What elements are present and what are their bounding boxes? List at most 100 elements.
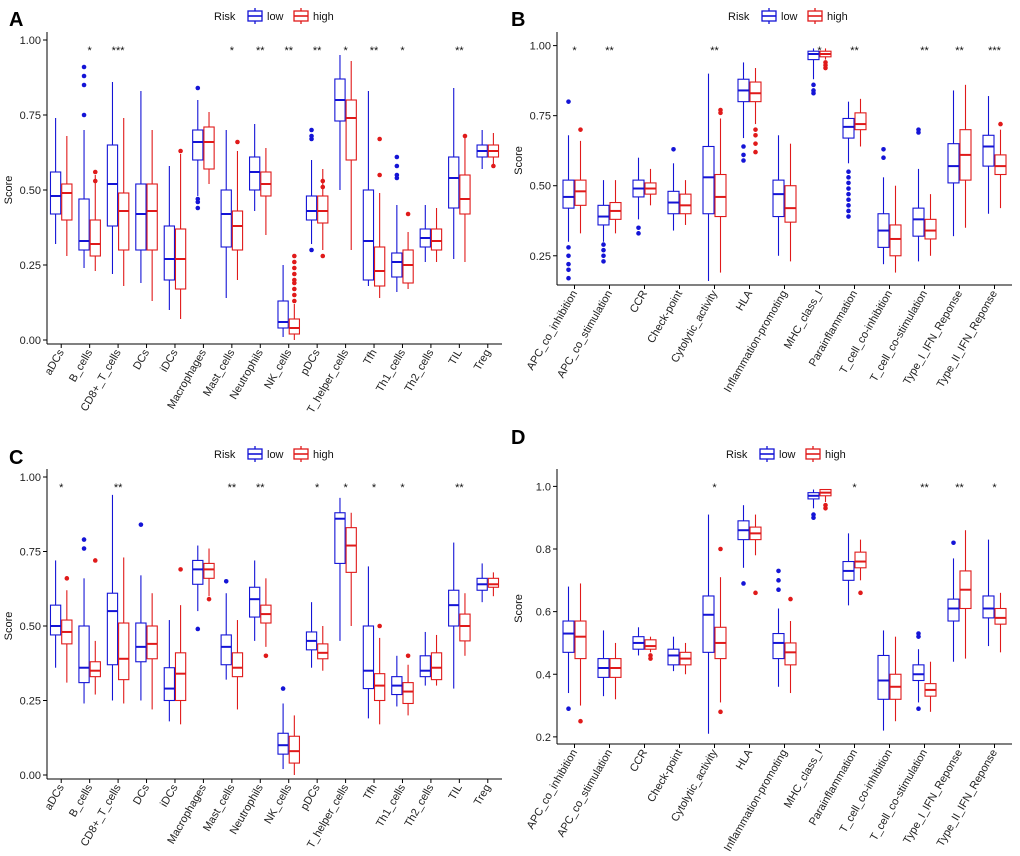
box-high <box>288 253 301 340</box>
box-body <box>373 673 386 702</box>
outlier-point <box>741 158 746 163</box>
box-high <box>609 642 622 700</box>
box-body <box>448 156 460 209</box>
box-body <box>562 179 575 209</box>
box-low <box>220 579 232 680</box>
significance-label: ** <box>850 45 859 57</box>
outlier-point <box>566 275 571 281</box>
outlier-point <box>195 205 201 211</box>
y-tick-label: 0.50 <box>20 621 41 633</box>
box-high <box>260 578 272 659</box>
box-body <box>702 595 715 653</box>
box-body <box>231 210 244 251</box>
outlier-point <box>671 146 676 152</box>
box-body <box>807 50 820 61</box>
outlier-point <box>280 686 286 691</box>
box-low <box>135 522 147 701</box>
box-low <box>597 630 610 697</box>
box-body <box>61 183 73 221</box>
outlier-point <box>195 626 201 632</box>
legend-label-low: low <box>267 449 284 461</box>
significance-label: * <box>230 45 235 57</box>
significance-label: ** <box>455 482 464 494</box>
box-high <box>924 661 937 712</box>
box-low <box>982 96 995 214</box>
box-body <box>106 144 119 227</box>
box-high <box>345 512 357 626</box>
box-low <box>305 602 318 668</box>
x-tick-label: Inflammation-promoting <box>722 289 790 395</box>
significance-label: ** <box>370 45 379 57</box>
box-low <box>807 48 820 96</box>
box-high <box>574 127 587 234</box>
significance-label: * <box>372 482 377 494</box>
outlier-point <box>846 186 851 191</box>
x-tick-label: DCs <box>131 347 152 372</box>
x-tick-label: aDCs <box>43 347 67 377</box>
outlier-point <box>741 581 746 586</box>
outlier-point <box>601 259 606 264</box>
box-high <box>146 593 158 710</box>
outlier-point <box>292 286 297 292</box>
outlier-point <box>753 132 758 138</box>
outlier-point <box>263 653 269 659</box>
y-tick-label: 0.8 <box>536 544 551 556</box>
box-low <box>476 563 488 603</box>
box-high <box>118 557 130 704</box>
x-tick-label: pDCs <box>299 347 323 377</box>
significance-label: * <box>343 482 348 494</box>
box-body <box>89 219 101 257</box>
box-body <box>288 735 301 764</box>
outlier-point <box>178 148 183 154</box>
box-body <box>947 143 960 184</box>
box-low <box>702 514 715 734</box>
legend-label-low: low <box>267 11 284 23</box>
box-body <box>78 198 90 251</box>
box-low <box>912 631 925 711</box>
x-tick-label: TIL <box>447 348 465 368</box>
outlier-point <box>718 110 723 116</box>
panel-C: C Risk low high Score 0.00 0.25 0.50 0.75 1.00 aDC… <box>3 446 502 850</box>
significance-label: * <box>315 482 320 494</box>
outlier-point <box>81 73 87 79</box>
box-high <box>487 133 500 169</box>
x-tick-label: Treg <box>472 783 494 808</box>
outlier-point <box>405 653 411 659</box>
box-high <box>174 567 187 725</box>
box-low <box>192 85 204 211</box>
significance-label: ** <box>605 45 614 57</box>
y-tick-label: 0.50 <box>530 181 551 193</box>
outlier-point <box>64 576 70 581</box>
significance-label: ** <box>955 482 964 494</box>
box-low <box>737 62 750 163</box>
legend-label-high: high <box>825 449 846 461</box>
y-tick-label: 0.25 <box>20 260 41 272</box>
y-tick-label: 1.00 <box>20 35 41 47</box>
significance-label: * <box>400 45 405 57</box>
outlier-point <box>811 515 816 521</box>
box-low <box>277 686 289 770</box>
box-body <box>842 117 855 139</box>
outlier-point <box>846 191 851 197</box>
legend: Risk low high <box>214 446 334 462</box>
box-body <box>317 643 329 660</box>
box-low <box>476 130 488 169</box>
x-tick-label: CCR <box>628 747 650 774</box>
x-tick-label: Inflammation-promoting <box>722 748 790 854</box>
outlier-point <box>601 253 606 259</box>
box-low <box>448 88 460 259</box>
outlier-point <box>292 280 297 286</box>
box-body <box>574 179 587 206</box>
box-low <box>163 166 176 310</box>
outlier-point <box>235 139 240 145</box>
box-body <box>772 179 785 218</box>
box-low <box>362 566 375 719</box>
x-tick-label: iDCs <box>158 782 181 809</box>
box-body <box>146 625 158 660</box>
y-tick-label: 0.2 <box>536 732 551 744</box>
box-high <box>994 121 1007 209</box>
x-tick-label: Check-point <box>645 748 685 805</box>
box-body <box>889 224 902 257</box>
box-low <box>192 545 204 632</box>
